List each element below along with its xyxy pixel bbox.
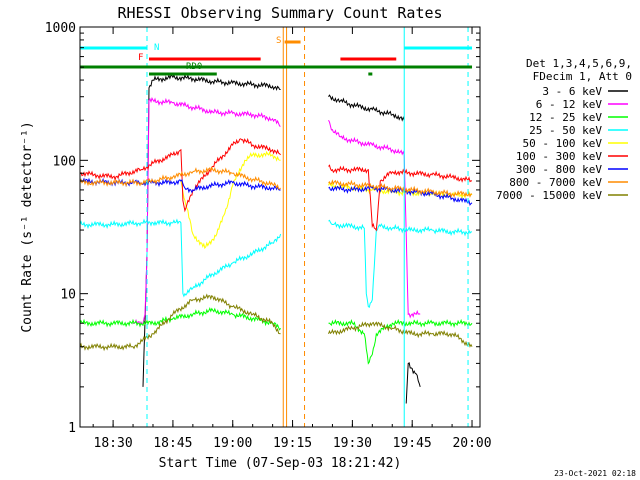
- series-6: [79, 137, 473, 232]
- series-2-segment-1: [132, 97, 281, 327]
- y-tick-label-4: 1000: [45, 21, 76, 36]
- series-8-segment-2: [328, 179, 473, 199]
- flag-rd0: RD0: [80, 62, 473, 76]
- axes: 18:30 18:45 19:00 19:15 19:30 19:45 20:00 1 10 10…: [45, 21, 492, 451]
- series-8: [79, 166, 473, 199]
- series-4: [79, 218, 473, 308]
- footer-timestamp: 23-Oct-2021 02:18: [554, 469, 636, 478]
- series-2-segment-2: [328, 119, 421, 319]
- legend: Det 1,3,4,5,6,9,FDecim 1, Att 0 3 - 6 keV…: [496, 57, 632, 202]
- flag-rd0-label: RD0: [186, 62, 202, 72]
- series-3-segment-2: [328, 318, 473, 365]
- x-tick-label-5: 19:30: [333, 436, 372, 451]
- series-3-segment-1: [79, 307, 282, 331]
- legend-header-2: FDecim 1, Att 0: [533, 70, 632, 83]
- y-tick-label-2: 10: [60, 288, 76, 303]
- series-5-segment-1: [180, 150, 281, 250]
- legend-label-1: 3 - 6 keV: [542, 85, 602, 98]
- legend-label-4: 25 - 50 keV: [529, 124, 602, 137]
- flag-bars: N F S RD0: [80, 36, 473, 76]
- series-1-segment-1: [142, 73, 281, 387]
- legend-label-8: 800 - 7000 keV: [509, 176, 602, 189]
- legend-label-3: 12 - 25 keV: [529, 111, 602, 124]
- flag-s: S: [276, 36, 301, 46]
- series-6-segment-1: [79, 137, 281, 213]
- flag-f: F: [138, 53, 397, 63]
- legend-label-7: 300 - 800 keV: [516, 163, 602, 176]
- plot-frame: [79, 26, 481, 428]
- series-6-segment-2: [328, 164, 473, 232]
- flag-s-label: S: [276, 36, 281, 46]
- flag-n-label: N: [154, 43, 159, 53]
- series-4-segment-2: [328, 219, 473, 308]
- legend-label-2: 6 - 12 keV: [536, 98, 603, 111]
- x-tick-label-7: 20:00: [452, 436, 491, 451]
- x-tick-label-2: 18:45: [153, 436, 192, 451]
- y-tick-label-3: 100: [53, 154, 76, 169]
- flag-n: N: [80, 43, 473, 53]
- series-7-segment-1: [79, 177, 281, 194]
- x-tick-label-6: 19:45: [393, 436, 432, 451]
- series-9: [79, 293, 473, 352]
- series-3: [79, 307, 473, 365]
- series-4-segment-1: [79, 218, 282, 298]
- series-7-segment-2: [328, 184, 473, 206]
- legend-label-5: 50 - 100 keV: [523, 137, 603, 150]
- flag-f-label: F: [138, 53, 143, 63]
- series-2: [132, 97, 421, 327]
- series-9-segment-2: [328, 321, 473, 348]
- series-1: [142, 73, 421, 404]
- legend-label-6: 100 - 300 keV: [516, 150, 602, 163]
- x-axis-label: Start Time (07-Sep-03 18:21:42): [159, 456, 402, 471]
- series-9-segment-1: [79, 293, 281, 352]
- series-layer: [79, 73, 473, 404]
- legend-header-1: Det 1,3,4,5,6,9,: [526, 57, 632, 70]
- y-tick-label-1: 1: [68, 421, 76, 436]
- x-tick-label-3: 19:00: [213, 436, 252, 451]
- chart-title: RHESSI Observing Summary Count Rates: [117, 4, 442, 22]
- series-1-segment-3: [405, 362, 421, 404]
- legend-label-9: 7000 - 15000 keV: [496, 189, 602, 202]
- x-tick-label-4: 19:15: [273, 436, 312, 451]
- series-1-segment-2: [328, 94, 405, 122]
- series-5: [180, 150, 473, 250]
- y-axis-label: Count Rate (s⁻¹ detector⁻¹): [20, 121, 35, 332]
- series-8-segment-1: [79, 166, 281, 190]
- x-tick-label-1: 18:30: [94, 436, 133, 451]
